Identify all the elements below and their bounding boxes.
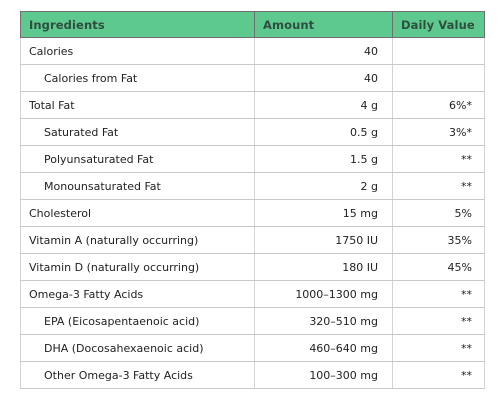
ingredient-daily-value: ** [392,334,485,362]
header-ingredients: Ingredients [20,11,255,38]
ingredient-amount: 100–300 mg [254,361,393,389]
table-row: Other Omega-3 Fatty Acids 100–300 mg ** [20,361,485,389]
ingredient-name: Vitamin A (naturally occurring) [20,226,255,254]
table-row: DHA (Docosahexaenoic acid) 460–640 mg ** [20,334,485,362]
ingredient-name: Calories [20,37,255,65]
ingredient-daily-value: 6%* [392,91,485,119]
ingredient-amount: 1750 IU [254,226,393,254]
ingredient-daily-value: 5% [392,199,485,227]
ingredient-amount: 460–640 mg [254,334,393,362]
ingredient-amount: 180 IU [254,253,393,281]
header-amount: Amount [254,11,393,38]
ingredient-amount: 15 mg [254,199,393,227]
table-row: Calories 40 [20,37,485,65]
table-row: Saturated Fat 0.5 g 3%* [20,118,485,146]
table-body: Calories 40 Calories from Fat 40 Total Fat 4 … [20,37,485,389]
ingredient-daily-value [392,64,485,92]
ingredient-daily-value [392,37,485,65]
header-row: Ingredients Amount Daily Value [20,11,485,38]
nutrition-table: Ingredients Amount Daily Value Calories 4… [20,11,485,389]
ingredient-name: EPA (Eicosapentaenoic acid) [20,307,255,335]
table-row: Polyunsaturated Fat 1.5 g ** [20,145,485,173]
ingredient-name: Cholesterol [20,199,255,227]
ingredient-daily-value: ** [392,172,485,200]
ingredient-amount: 1.5 g [254,145,393,173]
ingredient-daily-value: 45% [392,253,485,281]
ingredient-amount: 4 g [254,91,393,119]
table-row: Total Fat 4 g 6%* [20,91,485,119]
ingredient-amount: 0.5 g [254,118,393,146]
ingredient-name: Vitamin D (naturally occurring) [20,253,255,281]
ingredient-name: Omega-3 Fatty Acids [20,280,255,308]
table-row: Vitamin A (naturally occurring) 1750 IU 35… [20,226,485,254]
ingredient-name: Saturated Fat [20,118,255,146]
ingredient-daily-value: 35% [392,226,485,254]
ingredient-amount: 320–510 mg [254,307,393,335]
table-row: Vitamin D (naturally occurring) 180 IU 45% [20,253,485,281]
ingredient-daily-value: ** [392,280,485,308]
ingredient-name: Other Omega-3 Fatty Acids [20,361,255,389]
table-row: Cholesterol 15 mg 5% [20,199,485,227]
ingredient-daily-value: 3%* [392,118,485,146]
ingredient-daily-value: ** [392,145,485,173]
ingredient-daily-value: ** [392,307,485,335]
header-daily-value: Daily Value [392,11,485,38]
ingredient-daily-value: ** [392,361,485,389]
ingredient-amount: 40 [254,37,393,65]
nutrition-table-container: Ingredients Amount Daily Value Calories 4… [20,11,485,389]
table-row: Monounsaturated Fat 2 g ** [20,172,485,200]
ingredient-amount: 1000–1300 mg [254,280,393,308]
ingredient-amount: 2 g [254,172,393,200]
ingredient-name: DHA (Docosahexaenoic acid) [20,334,255,362]
table-row: Calories from Fat 40 [20,64,485,92]
table-row: EPA (Eicosapentaenoic acid) 320–510 mg ** [20,307,485,335]
ingredient-name: Polyunsaturated Fat [20,145,255,173]
table-row: Omega-3 Fatty Acids 1000–1300 mg ** [20,280,485,308]
ingredient-name: Total Fat [20,91,255,119]
ingredient-amount: 40 [254,64,393,92]
ingredient-name: Calories from Fat [20,64,255,92]
ingredient-name: Monounsaturated Fat [20,172,255,200]
